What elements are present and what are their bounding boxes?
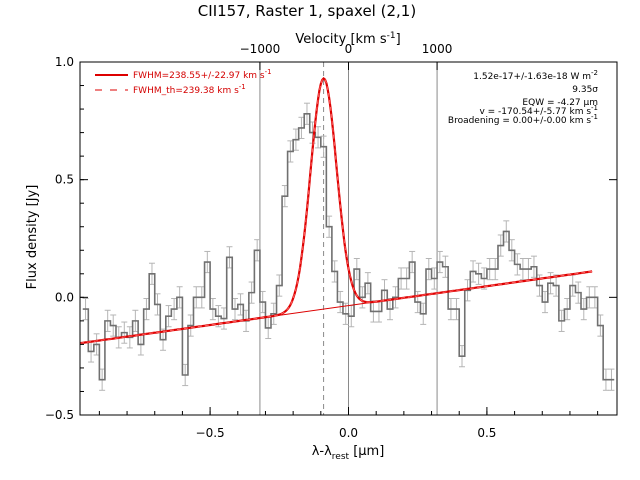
legend-label-fwhm-th: FWHM_th=239.38 km s-1 (133, 83, 246, 96)
y-axis: −0.5 0.0 0.5 1.0 (45, 55, 617, 422)
x-axis: −0.5 0.0 0.5 (98, 407, 599, 440)
annotation-significance: 9.35σ (572, 85, 598, 95)
spectrum-step-line (82, 112, 615, 381)
legend-label-fwhm: FWHM=238.55+/-22.97 km s-1 (133, 68, 272, 81)
annotation-line-flux: 1.52e-17+/-1.63e-18 W m-2 (473, 69, 598, 82)
top-axis: −1000 0 1000 (240, 42, 453, 70)
y-axis-label: Flux density [Jy] (25, 185, 40, 290)
y-tick-label: −0.5 (45, 408, 74, 422)
theoretical-fwhm-line (80, 77, 593, 344)
top-tick-label: −1000 (240, 42, 281, 56)
top-tick-label: 0 (345, 42, 353, 56)
annotation-broadening: Broadening = 0.00+/-0.00 km s-1 (448, 113, 598, 126)
x-tick-label: 0.5 (477, 426, 496, 440)
reference-lines (259, 62, 438, 415)
top-axis-label: Velocity [km s-1] (295, 31, 400, 47)
fit-annotations: 1.52e-17+/-1.63e-18 W m-2 9.35σ EQW = -4… (448, 69, 598, 126)
y-tick-label: 0.5 (55, 173, 74, 187)
chart-title: CII157, Raster 1, spaxel (2,1) (198, 2, 416, 20)
y-tick-label: 1.0 (55, 55, 74, 69)
annotation-eqw: EQW = -4.27 μm (522, 98, 598, 108)
y-tick-label: 0.0 (55, 290, 74, 304)
x-tick-label: −0.5 (196, 426, 225, 440)
top-tick-label: 1000 (422, 42, 453, 56)
legend: FWHM=238.55+/-22.97 km s-1 FWHM_th=239.3… (95, 68, 272, 96)
series-layer (80, 77, 615, 381)
x-axis-label: λ-λrest [μm] (312, 444, 385, 462)
x-tick-label: 0.0 (339, 426, 358, 440)
annotation-velocity: v = -170.54+/-5.77 km s-1 (479, 104, 598, 117)
